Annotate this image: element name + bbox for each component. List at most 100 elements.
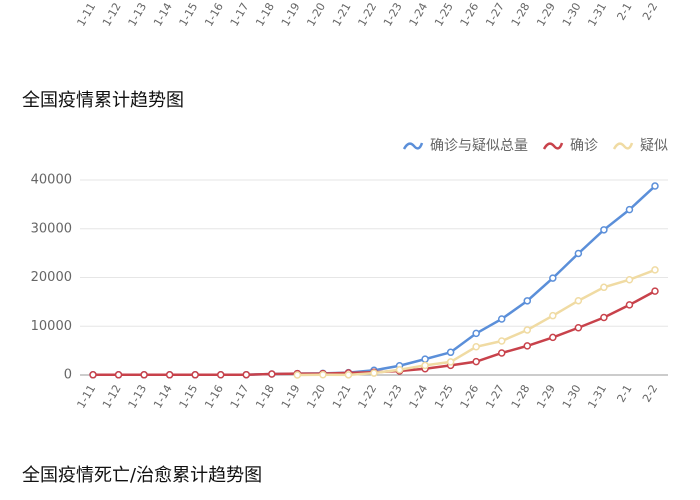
x-tick-label: 1-26: [458, 1, 482, 29]
x-tick-label: 1-23: [381, 1, 405, 29]
y-tick-label: 30000: [31, 221, 72, 236]
x-tick-label: 1-22: [355, 1, 379, 29]
x-tick-label: 1-18: [253, 1, 277, 29]
x-tick-label: 1-17: [228, 383, 252, 411]
x-tick-label: 1-22: [355, 383, 379, 411]
x-tick-label: 1-13: [126, 383, 150, 411]
x-tick-label: 1-31: [585, 1, 609, 29]
chart-title: 全国疫情死亡/治愈累计趋势图: [22, 465, 262, 486]
data-point: [344, 371, 353, 379]
data-point: [165, 371, 174, 379]
y-tick-label: 40000: [31, 173, 72, 188]
x-tick-label: 1-17: [228, 0, 252, 28]
legend-label: 确诊与疑似总量: [430, 138, 528, 154]
legend-icon: [612, 142, 634, 150]
x-tick-label: 1-16: [202, 1, 226, 29]
y-tick-label: 10000: [31, 319, 72, 334]
data-point: [114, 371, 123, 379]
x-tick-label: 1-21: [330, 1, 354, 29]
x-tick-label: 1-19: [279, 1, 303, 29]
data-point: [191, 371, 199, 379]
data-point: [446, 358, 455, 366]
x-tick-label: 2-2: [640, 383, 660, 405]
data-point: [600, 226, 608, 234]
data-point: [446, 348, 455, 357]
data-point: [472, 329, 480, 338]
data-point: [242, 370, 251, 379]
y-tick-label: 20000: [31, 270, 72, 285]
series-line: [93, 185, 656, 377]
data-point: [625, 205, 634, 214]
x-tick-label: 1-13: [126, 1, 150, 29]
data-point: [497, 337, 506, 345]
x-tick-label: 1-28: [509, 383, 533, 411]
data-point: [625, 301, 634, 309]
x-tick-label: 2-1: [614, 383, 634, 405]
x-tick-label: 1-27: [483, 1, 507, 29]
x-tick-label: 1-31: [585, 383, 609, 411]
legend-icon: [542, 142, 564, 150]
x-tick-label: 1-24: [407, 383, 431, 411]
data-point: [549, 311, 557, 320]
data-point: [216, 371, 225, 379]
data-point: [472, 357, 480, 366]
data-point: [523, 326, 532, 334]
data-point: [421, 355, 429, 363]
x-tick-label: 2-2: [640, 1, 660, 23]
x-tick-label: 1-30: [560, 383, 584, 411]
data-point: [497, 349, 506, 357]
data-point: [268, 370, 276, 378]
data-point: [549, 274, 557, 282]
x-tick-label: 1-30: [560, 1, 584, 29]
x-tick-label: 1-28: [509, 1, 533, 29]
x-tick-label: 1-26: [458, 383, 482, 411]
data-point: [523, 297, 532, 305]
data-point: [600, 283, 608, 292]
data-point: [395, 366, 404, 374]
chart-title: 全国疫情累计趋势图: [22, 90, 184, 111]
data-point: [421, 361, 429, 370]
x-tick-label: 1-29: [534, 383, 558, 411]
x-tick-label: 1-15: [177, 383, 201, 411]
x-tick-label: 1-19: [279, 383, 303, 411]
data-point: [625, 275, 634, 284]
data-point: [574, 249, 583, 258]
x-tick-label: 1-20: [304, 383, 328, 411]
x-tick-label: 1-20: [304, 1, 328, 29]
x-tick-label: 1-27: [483, 383, 507, 411]
x-tick-label: 1-25: [432, 1, 456, 29]
legend-label: 确诊: [570, 138, 598, 154]
data-point: [651, 182, 659, 190]
x-tick-label: 1-29: [534, 1, 558, 29]
x-tick-label: 1-18: [253, 383, 277, 411]
data-point: [651, 287, 659, 295]
data-point: [293, 371, 302, 379]
data-point: [472, 343, 480, 351]
data-point: [89, 371, 97, 379]
x-tick-label: 1-15: [177, 1, 201, 29]
legend-label: 疑似: [640, 138, 668, 154]
x-tick-label: 1-25: [432, 383, 456, 411]
x-tick-label: 2-1: [614, 1, 634, 23]
data-point: [574, 296, 583, 305]
data-point: [140, 371, 148, 379]
x-tick-label: 1-21: [330, 383, 354, 411]
x-tick-label: 1-16: [202, 383, 226, 411]
x-tick-label: 1-12: [100, 383, 124, 411]
x-tick-label: 1-11: [74, 1, 98, 29]
legend-icon: [402, 142, 424, 150]
x-tick-label: 1-14: [151, 1, 175, 29]
x-tick-label: 1-14: [151, 383, 175, 411]
data-point: [319, 370, 327, 379]
series-line: [93, 290, 656, 377]
x-tick-label: 1-11: [74, 383, 98, 411]
data-point: [497, 315, 506, 323]
data-point: [574, 324, 583, 332]
data-point: [523, 342, 532, 350]
y-tick-label: 0: [64, 368, 72, 383]
x-tick-label: 1-12: [100, 1, 124, 29]
x-tick-label: 1-23: [381, 383, 405, 411]
data-point: [549, 333, 557, 342]
data-point: [651, 266, 659, 274]
